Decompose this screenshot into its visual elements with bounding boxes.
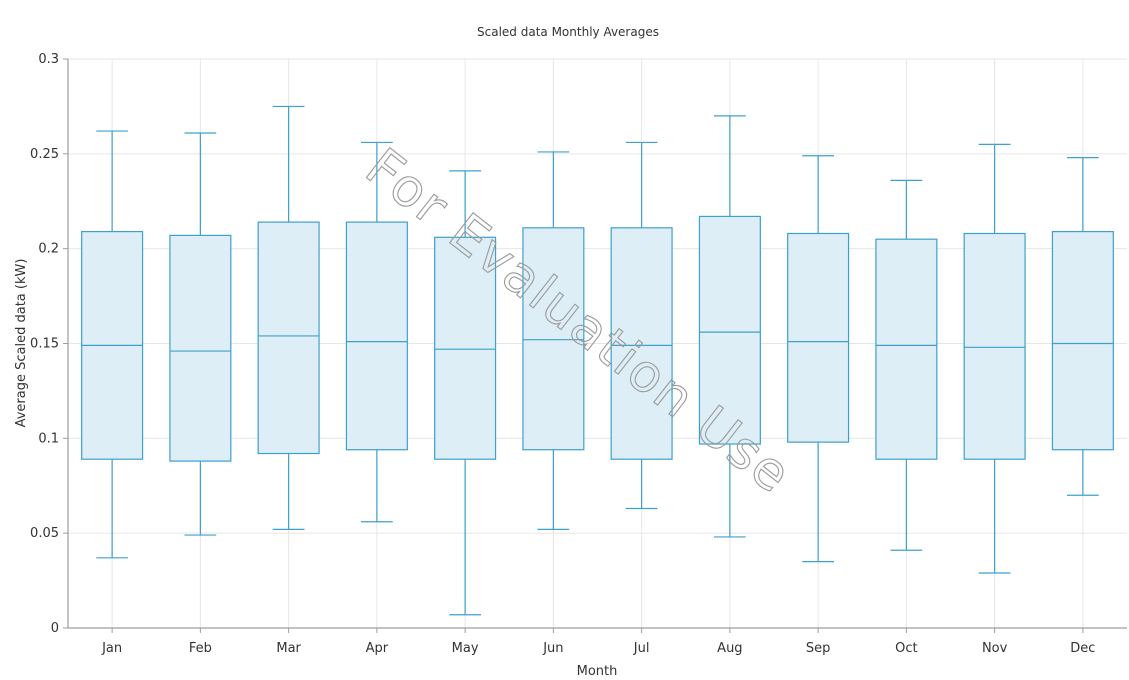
iqr-box xyxy=(345,221,408,451)
box-aug xyxy=(698,115,761,538)
x-tick-label-mar: Mar xyxy=(276,641,301,656)
y-tick-label: 0.2 xyxy=(38,242,59,257)
iqr-box xyxy=(698,215,761,445)
iqr-box xyxy=(787,232,850,443)
x-tick-label-oct: Oct xyxy=(895,641,917,656)
iqr-box xyxy=(1051,230,1114,451)
box-jul xyxy=(610,141,673,510)
box-sep xyxy=(787,155,850,563)
iqr-box xyxy=(522,227,585,451)
iqr-box xyxy=(257,221,320,455)
box-series xyxy=(81,105,1114,616)
iqr-box xyxy=(610,227,673,460)
iqr-box xyxy=(434,236,497,460)
box-apr xyxy=(345,141,408,523)
box-mar xyxy=(257,105,320,530)
x-tick-label-aug: Aug xyxy=(717,641,742,656)
y-tick-label: 0.3 xyxy=(38,52,59,67)
box-jun xyxy=(522,151,585,530)
x-tick-label-may: May xyxy=(452,641,479,656)
y-tick-label: 0.15 xyxy=(30,337,59,352)
box-dec xyxy=(1051,157,1114,496)
iqr-box xyxy=(963,232,1026,460)
y-axis-title: Average Scaled data (kW) xyxy=(14,259,29,428)
iqr-box xyxy=(169,234,232,462)
x-tick-label-jun: Jun xyxy=(542,641,563,656)
y-tick-label: 0.25 xyxy=(30,147,59,162)
box-feb xyxy=(169,132,232,536)
box-jan xyxy=(81,130,144,559)
x-tick-label-nov: Nov xyxy=(982,641,1008,656)
box-oct xyxy=(875,179,938,551)
x-tick-label-dec: Dec xyxy=(1070,641,1095,656)
y-tick-label: 0.1 xyxy=(38,431,59,446)
x-tick-label-jul: Jul xyxy=(633,641,650,656)
x-axis-title: Month xyxy=(577,664,618,679)
y-tick-label: 0.05 xyxy=(30,526,59,541)
box-nov xyxy=(963,143,1026,574)
x-tick-label-sep: Sep xyxy=(806,641,831,656)
box-may xyxy=(434,170,497,616)
x-tick-label-jan: Jan xyxy=(101,641,122,656)
tick-labels: 0 0.05 0.1 0.15 0.2 0.25 0.3 Jan Feb Mar Apr May Jun… xyxy=(30,52,1095,656)
chart-title: Scaled data Monthly Averages xyxy=(477,25,659,39)
x-tick-label-apr: Apr xyxy=(366,641,389,656)
x-tick-label-feb: Feb xyxy=(189,641,212,656)
iqr-box xyxy=(875,238,938,460)
y-tick-label: 0 xyxy=(51,621,59,636)
